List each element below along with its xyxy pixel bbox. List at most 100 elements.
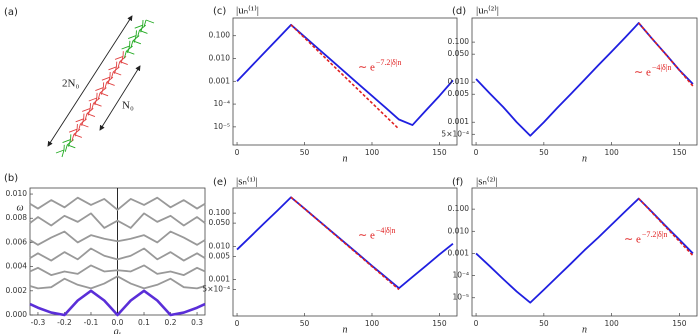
x-tick-label: 50: [539, 148, 549, 157]
bond: [75, 118, 84, 123]
x-axis-label: qₓ: [114, 326, 122, 334]
y-tick-label: 0.008: [6, 213, 28, 222]
x-axis-label: n: [343, 324, 348, 334]
y-tick-label: 0.000: [6, 310, 28, 319]
x-tick-label: 150: [432, 319, 447, 328]
bond: [81, 118, 85, 126]
y-tick-label: 0.100: [209, 31, 231, 40]
x-tick-label: 0.2: [165, 318, 177, 327]
x-tick-label: 0: [235, 319, 240, 328]
y-tick-label: 0.002: [6, 286, 28, 295]
bond: [108, 66, 117, 71]
bond: [97, 92, 101, 100]
bond: [71, 134, 75, 142]
bond: [68, 139, 71, 147]
bond: [95, 87, 104, 92]
bond: [110, 71, 114, 80]
panel: 0 50 100 1500.1000.0500.0100.0050.0015×10⁻⁴…: [202, 176, 458, 334]
line-series: [236, 23, 454, 126]
x-tick-label: 50: [539, 319, 549, 328]
arrow-label: 2N₀: [62, 78, 79, 90]
bond: [121, 45, 130, 50]
bond: [133, 35, 137, 43]
plot-frame: [232, 17, 458, 146]
bond: [82, 107, 91, 112]
panel-label: (b): [4, 173, 18, 184]
x-axis-label: n: [343, 153, 348, 164]
annotation-exponent: −7.2|δ|n: [642, 230, 667, 239]
annotation: ∼ e: [624, 234, 641, 246]
y-tick-label: 0.001: [448, 117, 470, 126]
annotation-exponent: −4|δ|n: [652, 63, 671, 72]
y-tick-label: 0.010: [209, 54, 231, 63]
line-series: [29, 289, 206, 317]
y-tick-label: 0.001: [448, 248, 470, 257]
bond: [91, 103, 94, 111]
annotation: ∼ e: [634, 67, 651, 79]
bond: [143, 19, 147, 28]
line-series: [29, 212, 206, 229]
x-tick-label: 100: [604, 319, 619, 328]
y-tick-label: 0.010: [6, 189, 28, 198]
bond: [114, 66, 117, 74]
y-tick-label: 0.100: [448, 37, 470, 46]
bond: [84, 113, 88, 121]
x-tick-label: 150: [432, 148, 447, 157]
line-series: [29, 247, 206, 262]
bond: [114, 55, 124, 60]
bond: [68, 128, 78, 133]
arrow-label: N₀: [122, 100, 134, 112]
x-tick-label: 150: [672, 319, 687, 328]
y-tick-label: 0.004: [6, 262, 28, 271]
y-tick-label: 0.001: [209, 275, 231, 284]
plot-frame: [471, 17, 698, 146]
line-series: [638, 198, 694, 257]
bond: [74, 129, 78, 137]
panel-title: |sₙ⁽²⁾|: [476, 176, 498, 188]
y-tick-label: 10⁻⁴: [452, 271, 469, 280]
bond: [77, 123, 81, 132]
bond: [104, 82, 108, 90]
line-series: [29, 230, 206, 246]
x-tick-label: -0.2: [57, 318, 72, 327]
y-tick-label: 10⁻⁴: [213, 99, 230, 108]
bond: [140, 25, 144, 33]
arrow: [99, 65, 141, 131]
x-tick-label: 0: [474, 148, 479, 157]
bond: [87, 108, 91, 116]
line-series: [29, 196, 206, 211]
y-tick-label: 0.050: [448, 49, 470, 58]
x-tick-label: 0: [474, 319, 479, 328]
x-tick-label: 100: [604, 148, 619, 157]
bond: [145, 19, 155, 24]
line-series: [290, 24, 400, 130]
x-axis-label: n: [582, 153, 587, 164]
y-tick-label: 0.100: [448, 204, 470, 213]
bond: [61, 149, 65, 158]
panel-a: (a) 2N₀ N₀: [4, 7, 155, 158]
bond: [130, 40, 134, 48]
bond: [55, 149, 65, 154]
plot-frame: [471, 187, 698, 317]
bond: [128, 35, 137, 40]
plot-frame: [232, 187, 458, 317]
panel: 0 50 100 1500.1000.0500.0100.0050.0015×10⁻⁴…: [441, 5, 698, 164]
bond: [137, 30, 140, 38]
x-tick-label: 0.3: [191, 318, 203, 327]
x-tick-label: -0.3: [31, 318, 46, 327]
y-tick-label: 0.006: [6, 237, 28, 246]
panel: 0 50 100 150 0.100 0.010 0.001 10⁻⁴ 10⁻⁵ (f) |sₙ⁽²…: [448, 176, 698, 334]
x-tick-label: 150: [672, 148, 687, 157]
bond: [62, 139, 71, 144]
bond: [100, 87, 104, 95]
annotation: ∼ e: [358, 230, 375, 242]
y-tick-label: 5×10⁻⁴: [202, 285, 230, 294]
line-series: [475, 22, 694, 137]
x-tick-label: 0.1: [138, 318, 150, 327]
annotation: ∼ e: [358, 62, 375, 74]
x-tick-label: 0: [235, 148, 240, 157]
x-tick-label: 100: [365, 148, 380, 157]
line-series: [29, 275, 206, 290]
panel-label: (d): [452, 6, 466, 17]
x-tick-label: 0.0: [112, 318, 124, 327]
